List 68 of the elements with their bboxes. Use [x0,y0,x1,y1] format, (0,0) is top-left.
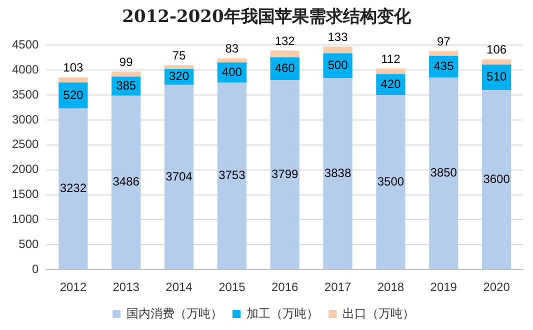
bar [112,72,141,77]
bar [58,77,88,82]
data-label: 106 [486,42,507,57]
x-tick-label: 2017 [324,280,352,294]
bar [376,68,406,74]
data-label: 400 [222,64,242,79]
data-label: 510 [486,70,507,84]
x-tick-label: 2018 [377,280,404,294]
bar [482,59,512,65]
y-tick-label: 3500 [12,87,40,102]
y-tick-label: 500 [18,236,40,251]
data-label: 112 [381,52,401,66]
bar [323,78,352,270]
data-label: 3600 [483,172,510,186]
bar [270,50,300,58]
x-tick-label: 2016 [271,280,299,294]
x-tick-label: 2015 [218,280,246,294]
data-label: 435 [434,59,454,74]
x-tick-label: 2013 [112,280,140,294]
data-label: 460 [274,61,296,75]
y-tick-label: 4000 [12,62,40,76]
bar [164,84,194,270]
data-label: 500 [328,58,348,72]
data-label: 75 [172,48,186,63]
x-tick-label: 2020 [483,280,510,294]
data-label: 97 [436,34,451,48]
bar [164,65,194,69]
data-label: 3486 [112,174,140,189]
bar [323,46,352,54]
y-tick-label: 4500 [12,38,40,52]
data-label: 3799 [271,166,299,181]
data-label: 3753 [218,168,246,182]
x-tick-label: 2012 [60,280,87,294]
data-label: 3838 [324,166,352,180]
data-label: 133 [328,30,348,44]
x-tick-label: 2014 [166,280,193,294]
data-label: 385 [116,78,136,92]
bar [376,95,406,270]
chart-title: 2012-2020年我国苹果需求结构变化 [121,6,412,29]
data-label: 132 [274,34,296,48]
data-label: 520 [63,88,84,102]
y-tick-label: 0 [32,262,40,276]
legend-label: 出口（万吨） [342,306,414,320]
data-label: 320 [168,69,190,84]
legend-label: 加工（万吨） [246,306,318,320]
bar [270,80,300,270]
bar [217,58,246,63]
data-label: 3850 [430,166,458,180]
data-label: 3704 [166,169,193,184]
bar [58,108,88,270]
bar [112,96,141,270]
bar [482,90,512,270]
data-label: 83 [225,42,239,56]
bar [217,82,246,270]
data-label: 99 [119,54,134,69]
bar [429,78,458,270]
data-label: 103 [63,60,84,75]
y-tick-label: 1500 [12,187,40,202]
data-label: 3232 [60,181,87,196]
bar [429,51,458,56]
y-tick-label: 3000 [12,112,40,126]
x-tick-label: 2019 [430,280,458,294]
y-tick-label: 1000 [12,212,40,226]
y-tick-label: 2500 [12,137,40,152]
data-label: 420 [380,76,402,91]
legend-label: 国内消费（万吨） [126,306,222,320]
y-tick-label: 2000 [12,162,40,176]
data-label: 3500 [377,174,404,188]
